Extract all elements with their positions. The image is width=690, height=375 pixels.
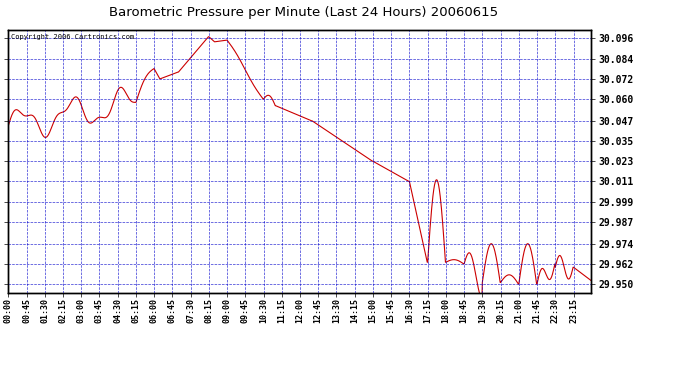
Text: Barometric Pressure per Minute (Last 24 Hours) 20060615: Barometric Pressure per Minute (Last 24 …	[109, 6, 498, 19]
Text: Copyright 2006 Cartronics.com: Copyright 2006 Cartronics.com	[11, 34, 135, 40]
